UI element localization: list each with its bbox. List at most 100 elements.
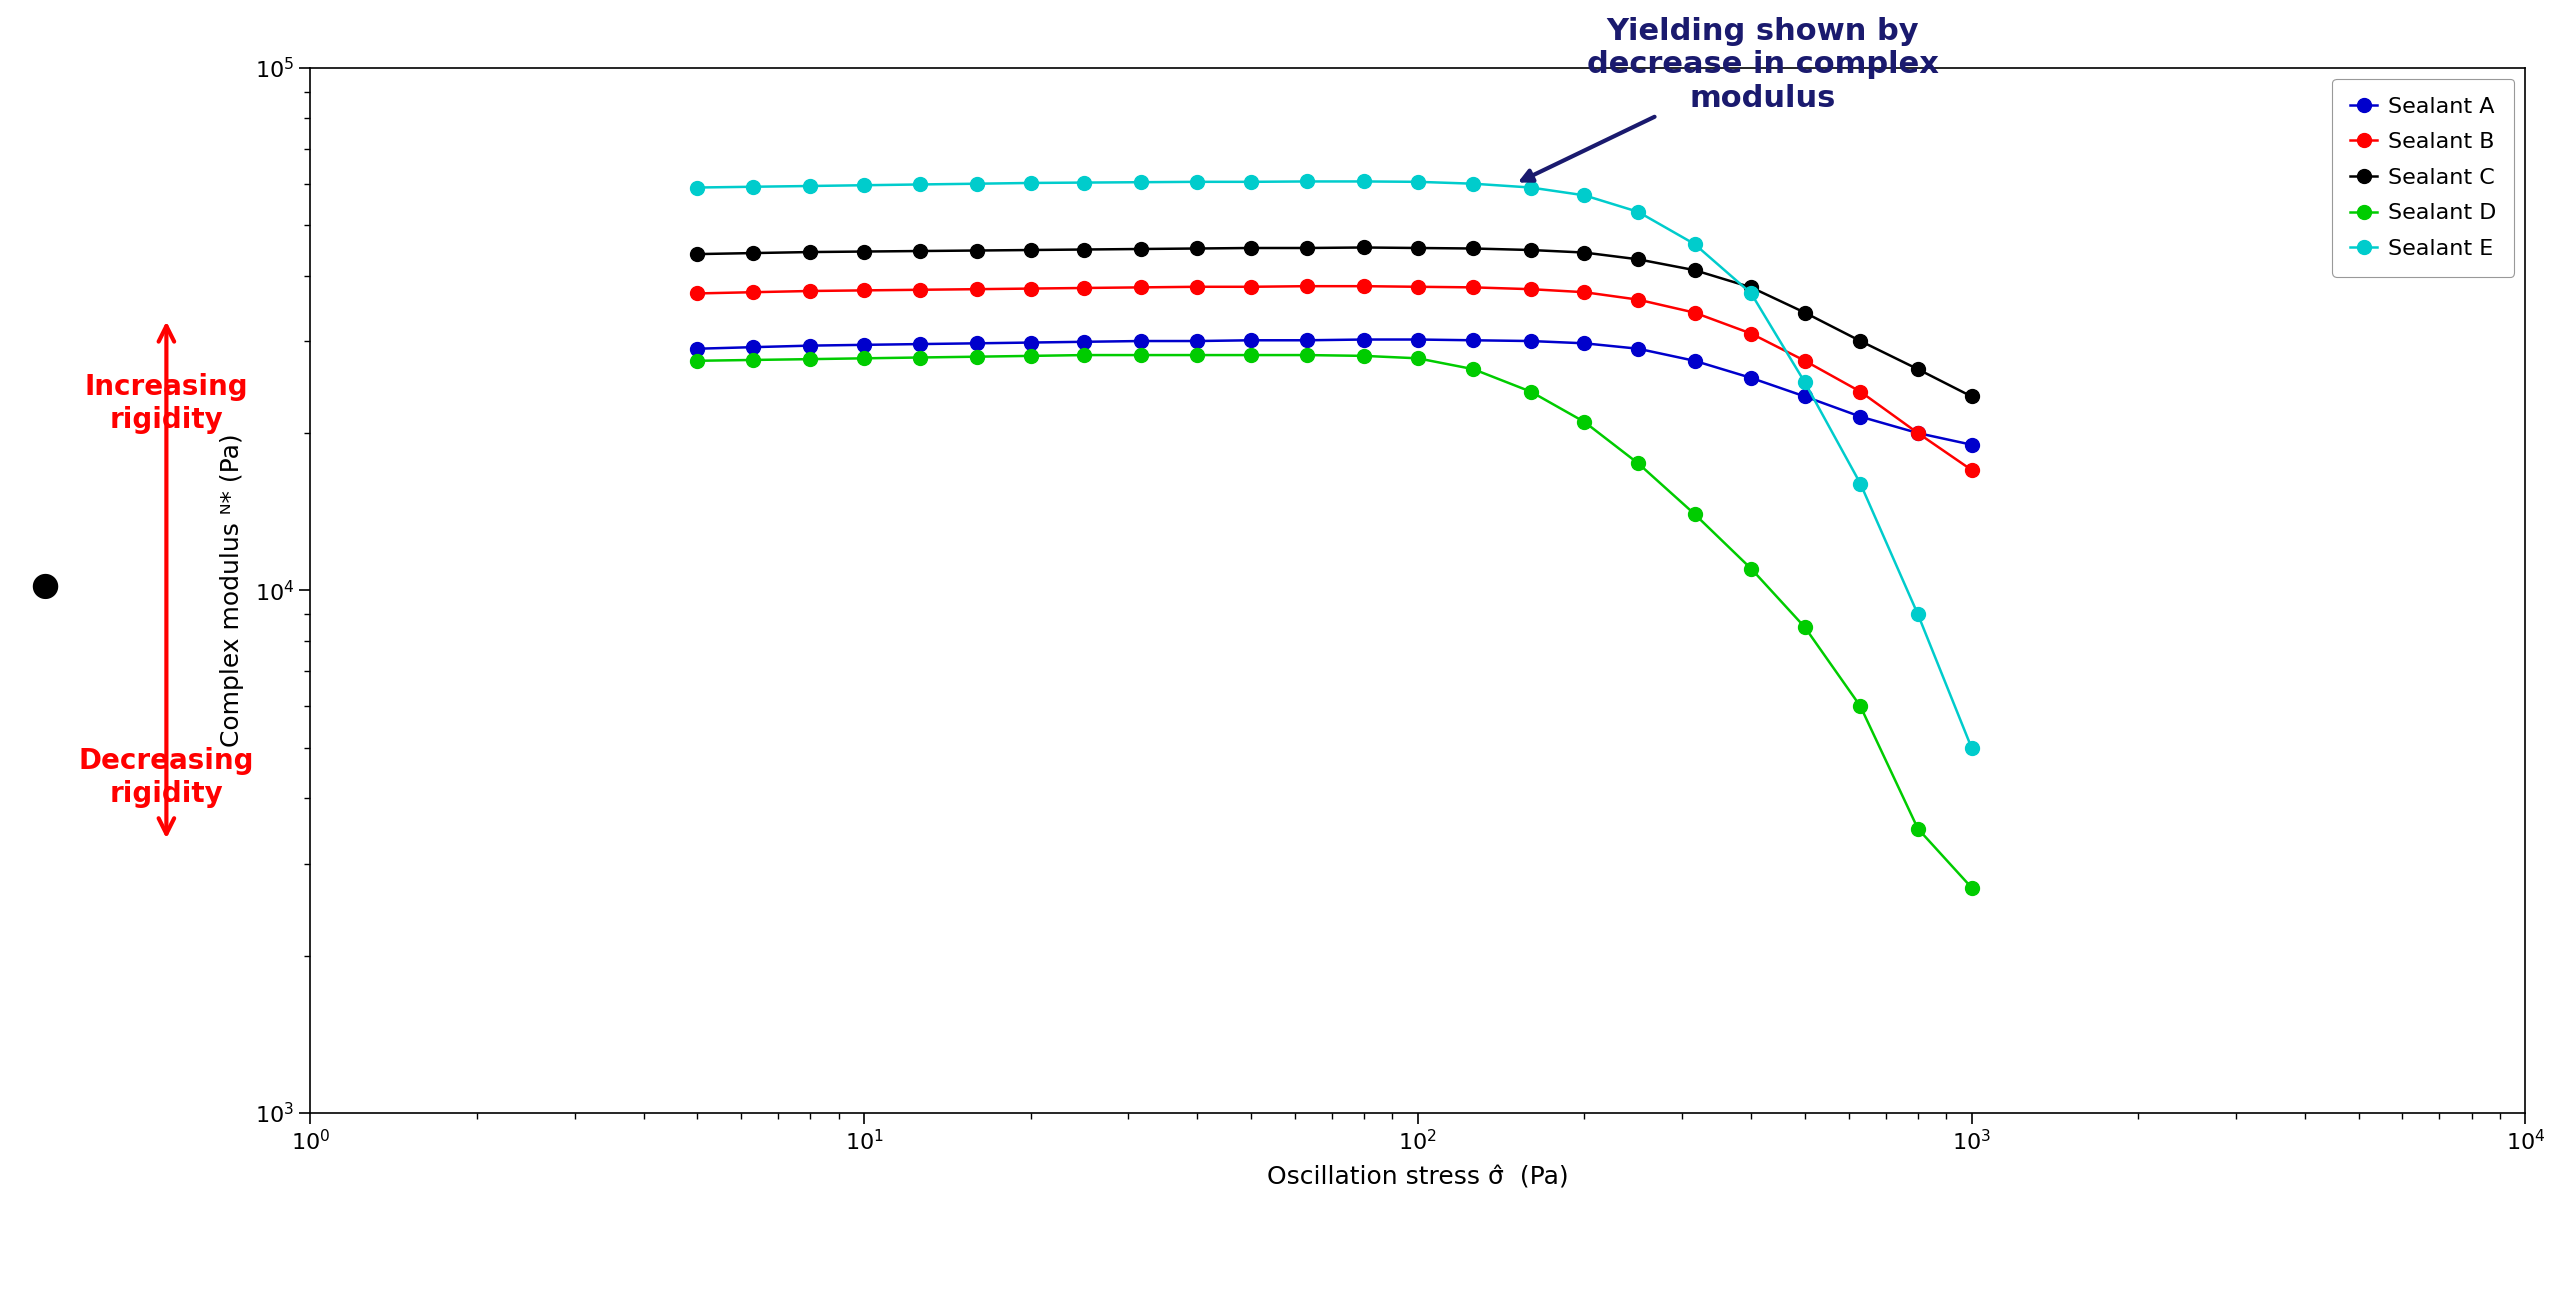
Sealant A xyxy=(963,335,993,351)
Sealant B xyxy=(1236,279,1267,295)
Sealant E xyxy=(850,178,881,194)
Sealant B xyxy=(850,283,881,298)
Sealant A xyxy=(737,339,768,355)
Sealant D xyxy=(1070,347,1101,363)
Sealant C xyxy=(1789,305,1820,321)
Sealant B xyxy=(1623,292,1654,308)
Sealant C xyxy=(904,243,934,259)
Sealant E xyxy=(1679,236,1710,251)
Sealant C xyxy=(1349,240,1380,255)
Sealant C xyxy=(1902,361,1933,377)
Sealant B xyxy=(1290,279,1321,295)
Sealant D xyxy=(737,352,768,368)
Sealant E xyxy=(1459,175,1490,191)
Sealant E xyxy=(1736,285,1766,301)
Sealant A xyxy=(1569,335,1600,351)
Sealant A xyxy=(1902,425,1933,441)
Legend: Sealant A, Sealant B, Sealant C, Sealant D, Sealant E: Sealant A, Sealant B, Sealant C, Sealant… xyxy=(2332,79,2514,276)
Sealant B xyxy=(681,285,712,301)
Sealant E xyxy=(796,178,827,194)
Sealant D xyxy=(1459,361,1490,377)
Sealant D xyxy=(1403,351,1434,367)
Sealant E xyxy=(1846,476,1876,492)
Sealant C xyxy=(963,242,993,258)
Sealant B xyxy=(1679,305,1710,321)
Text: Increasing
rigidity: Increasing rigidity xyxy=(84,373,248,433)
Sealant A xyxy=(1403,331,1434,347)
Sealant B xyxy=(1403,279,1434,295)
Sealant D xyxy=(850,351,881,367)
Sealant C xyxy=(1070,242,1101,258)
Sealant B xyxy=(1183,279,1213,295)
Sealant B xyxy=(1459,280,1490,296)
Sealant C xyxy=(1403,240,1434,255)
Sealant E xyxy=(1902,606,1933,622)
Sealant E xyxy=(737,179,768,195)
Sealant D xyxy=(1349,348,1380,364)
Sealant B xyxy=(1846,384,1876,399)
Sealant D xyxy=(1016,348,1047,364)
Text: Yielding shown by
decrease in complex
modulus: Yielding shown by decrease in complex mo… xyxy=(1523,17,1938,181)
Sealant B xyxy=(796,283,827,298)
Sealant E xyxy=(1183,174,1213,190)
Sealant E xyxy=(1349,174,1380,190)
Sealant D xyxy=(681,353,712,369)
Sealant D xyxy=(1846,699,1876,715)
Sealant D xyxy=(1956,880,1987,895)
Sealant B xyxy=(904,281,934,297)
Sealant D xyxy=(1516,384,1546,399)
Sealant C xyxy=(850,243,881,259)
Line: Sealant C: Sealant C xyxy=(691,241,1979,403)
Sealant E xyxy=(1956,740,1987,755)
Sealant B xyxy=(1902,425,1933,441)
Sealant D xyxy=(1736,560,1766,576)
Sealant D xyxy=(796,351,827,367)
Sealant C xyxy=(1846,334,1876,350)
Sealant B xyxy=(1956,462,1987,478)
Sealant A xyxy=(1290,332,1321,348)
Sealant A xyxy=(1459,332,1490,348)
Sealant B xyxy=(1126,280,1157,296)
Sealant B xyxy=(1516,281,1546,297)
Sealant E xyxy=(1569,187,1600,203)
Sealant A xyxy=(1846,408,1876,424)
Sealant A xyxy=(1236,332,1267,348)
Sealant A xyxy=(1789,389,1820,404)
Sealant E xyxy=(1403,174,1434,190)
Sealant B xyxy=(1070,280,1101,296)
Sealant D xyxy=(1679,507,1710,522)
Sealant B xyxy=(1789,353,1820,369)
Sealant A xyxy=(1183,334,1213,350)
Sealant C xyxy=(1236,240,1267,255)
Sealant A xyxy=(1126,334,1157,350)
Sealant C xyxy=(1956,389,1987,404)
Line: Sealant B: Sealant B xyxy=(691,279,1979,476)
Sealant A xyxy=(904,336,934,352)
Sealant B xyxy=(737,284,768,300)
Sealant B xyxy=(1736,326,1766,342)
Text: ●: ● xyxy=(31,568,59,602)
Sealant A xyxy=(1516,334,1546,350)
Y-axis label: Complex modulus ᴺ* (Pa): Complex modulus ᴺ* (Pa) xyxy=(220,433,243,747)
Sealant C xyxy=(1126,241,1157,257)
Sealant C xyxy=(1623,251,1654,267)
Sealant E xyxy=(681,179,712,195)
Sealant C xyxy=(1569,245,1600,260)
Sealant E xyxy=(1236,174,1267,190)
Sealant D xyxy=(1789,619,1820,635)
Sealant D xyxy=(1569,414,1600,429)
Sealant A xyxy=(796,338,827,353)
Sealant A xyxy=(1070,334,1101,350)
Sealant B xyxy=(1569,284,1600,300)
Sealant C xyxy=(1736,280,1766,296)
Sealant D xyxy=(1902,821,1933,836)
Sealant A xyxy=(1679,353,1710,369)
Sealant D xyxy=(1126,347,1157,363)
Line: Sealant D: Sealant D xyxy=(691,348,1979,894)
Sealant C xyxy=(681,246,712,262)
Sealant E xyxy=(904,177,934,192)
Sealant C xyxy=(1459,241,1490,257)
Sealant C xyxy=(737,245,768,260)
Sealant A xyxy=(1956,437,1987,453)
Sealant A xyxy=(1736,370,1766,386)
